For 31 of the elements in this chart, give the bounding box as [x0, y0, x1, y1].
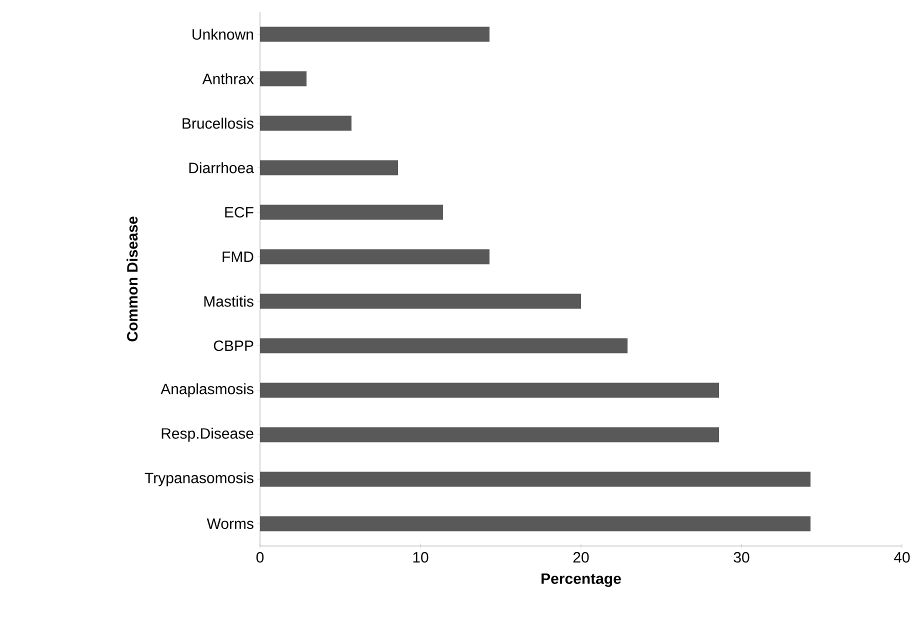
bar [260, 338, 628, 354]
y-tick-label: Resp.Disease [162, 428, 254, 442]
bar [260, 204, 443, 220]
x-tick-label: 10 [413, 552, 428, 563]
x-tick-label: 20 [573, 552, 589, 563]
y-tick-label: Diarrhoea [189, 162, 254, 174]
bar [260, 382, 720, 398]
x-tick-label: 30 [734, 552, 750, 563]
bar [260, 116, 352, 131]
bar [260, 26, 490, 42]
bar [260, 71, 307, 86]
bar [260, 427, 720, 442]
bar [260, 249, 490, 264]
y-tick-label: Brucellosis [182, 118, 254, 129]
bar [260, 294, 582, 309]
y-tick-label: Unknown [192, 28, 253, 40]
y-tick-label: ECF [225, 206, 254, 218]
y-tick-label: Mastitis [204, 296, 254, 307]
x-tick-label: 40 [894, 552, 910, 563]
bar [260, 516, 811, 532]
y-axis-title: Common Disease [126, 216, 138, 342]
y-tick-label: Anaplasmosis [160, 383, 254, 398]
x-tick-label: 0 [256, 552, 264, 563]
y-tick-label: FMD [222, 252, 254, 262]
y-tick-label: CBPP [214, 340, 254, 352]
bar [260, 160, 398, 176]
y-tick-label: Trypanasomosis [144, 472, 254, 486]
bar [260, 472, 811, 487]
y-tick-label: Anthrax [202, 73, 254, 84]
y-tick-label: Worms [206, 518, 254, 529]
x-axis-title: Percentage [542, 573, 621, 587]
